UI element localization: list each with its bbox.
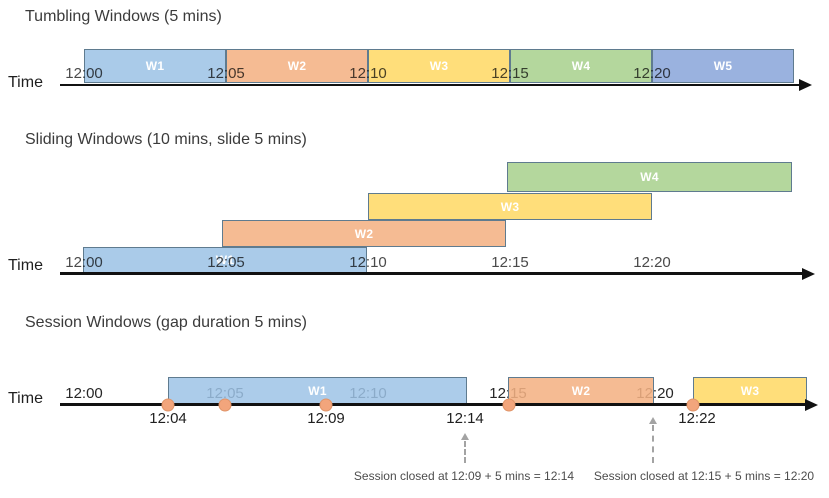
session-tick-1200: 12:00: [65, 385, 103, 402]
sliding-window-w3: W3: [368, 193, 652, 220]
arrow-shaft: [652, 425, 654, 463]
tumbling-tick-1215: 12:15: [491, 65, 529, 82]
tumbling-time-axis-label: Time: [8, 74, 43, 91]
sliding-timeline: [60, 272, 805, 275]
session-window-w2: W2: [508, 377, 654, 405]
event-dot: [502, 398, 516, 412]
window-label: W1: [308, 384, 327, 398]
session-window-w3: W3: [693, 377, 807, 405]
event-dot: [686, 398, 700, 412]
session-timeline-arrowhead-icon: [805, 399, 818, 411]
tumbling-tick-1210: 12:10: [349, 65, 387, 82]
session-event-label-1214: 12:14: [446, 410, 484, 427]
tumbling-window-w4: W4: [510, 49, 652, 83]
session-event-label-1204: 12:04: [149, 410, 187, 427]
event-dot: [319, 398, 333, 412]
tumbling-section-title: Tumbling Windows (5 mins): [25, 8, 222, 25]
sliding-window-w4: W4: [507, 162, 792, 192]
sliding-section-title: Sliding Windows (10 mins, slide 5 mins): [25, 131, 307, 148]
sliding-tick-1215: 12:15: [491, 254, 529, 271]
window-label: W3: [740, 384, 760, 398]
session-time-axis-label: Time: [8, 390, 43, 407]
arrow-up-icon: [461, 433, 469, 440]
session-close-arrow: [461, 433, 469, 463]
sliding-tick-1210: 12:10: [349, 254, 387, 271]
tumbling-tick-1220: 12:20: [633, 65, 671, 82]
window-label: W4: [571, 59, 591, 73]
session-close-arrow: [649, 417, 657, 463]
session-window-w1: W1: [168, 377, 467, 405]
sliding-window-w2: W2: [222, 220, 506, 247]
window-label: W2: [287, 59, 307, 73]
session-timeline: [60, 403, 808, 406]
tumbling-timeline-arrowhead-icon: [799, 79, 812, 91]
tumbling-timeline: [60, 84, 802, 86]
session-section-title: Session Windows (gap duration 5 mins): [25, 314, 307, 331]
tumbling-tick-1200: 12:00: [65, 65, 103, 82]
session-event-label-1209: 12:09: [307, 410, 345, 427]
window-label: W3: [429, 59, 449, 73]
tumbling-window-w1: W1: [84, 49, 226, 83]
sliding-window-w1: W1: [83, 247, 367, 273]
window-label: W3: [500, 199, 520, 214]
tumbling-window-w5: W5: [652, 49, 794, 83]
sliding-tick-1205: 12:05: [207, 254, 245, 271]
window-label: W1: [215, 253, 235, 267]
tumbling-window-w3: W3: [368, 49, 510, 83]
event-dot: [218, 398, 232, 412]
window-label: W5: [713, 59, 733, 73]
sliding-time-axis-label: Time: [8, 257, 43, 274]
arrow-up-icon: [649, 417, 657, 424]
window-label: W4: [640, 170, 659, 184]
sliding-tick-1220: 12:20: [633, 254, 671, 271]
window-label: W1: [145, 59, 165, 73]
arrow-shaft: [464, 441, 466, 463]
session-closed-note: Session closed at 12:09 + 5 mins = 12:14: [353, 469, 575, 483]
sliding-timeline-arrowhead-icon: [802, 268, 815, 280]
sliding-tick-1200: 12:00: [65, 254, 103, 271]
window-label: W2: [354, 226, 374, 241]
session-closed-note: Session closed at 12:15 + 5 mins = 12:20: [593, 469, 815, 483]
tumbling-window-w2: W2: [226, 49, 368, 83]
event-dot: [161, 398, 175, 412]
tumbling-tick-1205: 12:05: [207, 65, 245, 82]
session-event-label-1222: 12:22: [678, 410, 716, 427]
window-label: W2: [571, 384, 591, 398]
